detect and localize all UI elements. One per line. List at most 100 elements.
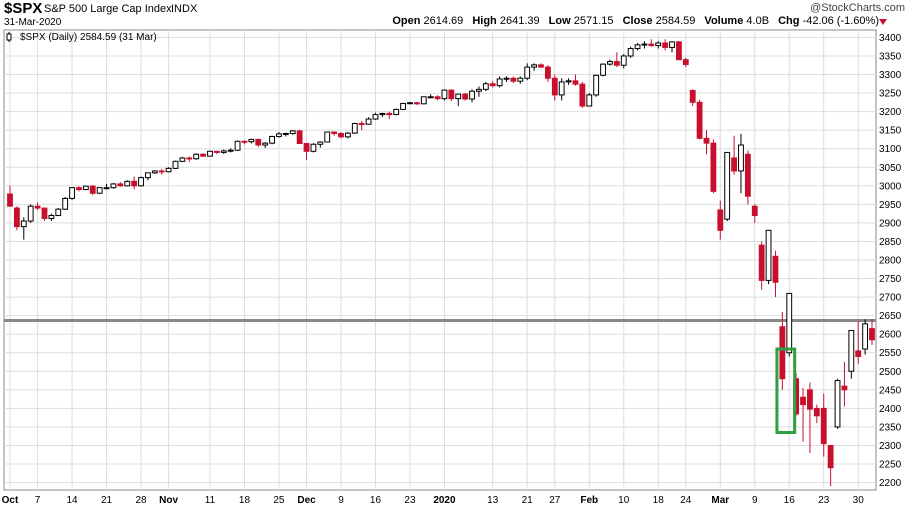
candle-down [462, 93, 469, 100]
x-tick-label: 16 [370, 495, 382, 506]
x-tick-label: 23 [404, 495, 416, 506]
candle-down [855, 350, 862, 357]
watermark: @StockCharts.com [810, 2, 905, 14]
y-tick-label: 2900 [879, 218, 902, 229]
exchange-label: INDX [171, 3, 198, 15]
y-tick-label: 3300 [879, 70, 902, 81]
candle-up [344, 132, 351, 138]
candle-up [151, 170, 158, 174]
candle-down [751, 205, 758, 216]
candle-down [682, 59, 689, 65]
candle-up [482, 83, 489, 90]
chg-label: Chg [778, 15, 800, 27]
candle-up [165, 167, 172, 173]
candle-up [738, 144, 744, 172]
highlight-box [775, 347, 797, 434]
x-tick-label: Oct [2, 495, 19, 506]
candle-up [593, 74, 600, 96]
x-tick-label: 7 [35, 495, 41, 506]
candle-up [655, 42, 662, 47]
candle-down [158, 170, 165, 173]
candle-down [800, 396, 806, 406]
candle-down [76, 187, 82, 191]
candle-down [731, 157, 737, 172]
candle-up [110, 183, 117, 189]
x-tick-label: 9 [752, 495, 758, 506]
y-tick-label: 2700 [879, 293, 902, 304]
low-value: 2571.15 [573, 15, 614, 27]
x-tick-label: 23 [818, 495, 830, 506]
x-tick-label: 14 [67, 495, 79, 506]
low-label: Low [548, 15, 571, 27]
y-tick-label: 3250 [879, 89, 902, 100]
candle-up [765, 229, 772, 281]
y-tick-label: 2800 [879, 256, 902, 267]
candle-down [131, 180, 138, 187]
candle-up [103, 187, 110, 190]
chg-value: -42.06 (-1.60%) [802, 15, 879, 27]
candle-down [448, 89, 455, 100]
candle-down [779, 326, 786, 380]
candle-up [517, 77, 524, 82]
candle-down [820, 407, 827, 445]
candle-up [427, 96, 434, 99]
y-tick-label: 3200 [879, 107, 902, 118]
candle-up [317, 141, 324, 145]
down-arrow-icon [879, 19, 887, 25]
volume-value: 4.0B [746, 15, 770, 27]
candle-up [531, 64, 538, 68]
candle-down [717, 209, 724, 231]
candle-up [145, 172, 151, 179]
y-tick-label: 2250 [879, 460, 902, 471]
candle-up [62, 197, 69, 210]
candle-down [331, 131, 338, 134]
open-value: 2614.69 [423, 15, 464, 27]
x-tick-label: Nov [159, 495, 178, 506]
y-tick-label: 3150 [879, 126, 902, 137]
candle-down [772, 255, 779, 283]
y-tick-label: 3350 [879, 51, 902, 62]
candle-up [496, 78, 503, 87]
candle-up [834, 380, 841, 428]
x-tick-label: 21 [101, 495, 113, 506]
x-tick-label: 28 [135, 495, 147, 506]
legend-label: $SPX (Daily) 2584.59 (31 Mar) [20, 32, 157, 43]
candle-down [758, 244, 765, 281]
candle-down [7, 193, 13, 207]
candle-up [82, 185, 89, 191]
candle-up [282, 133, 289, 135]
candle-up [262, 142, 269, 146]
candle-up [627, 48, 634, 57]
candle-up [48, 214, 55, 219]
candle-up [620, 55, 627, 66]
candle-up [27, 205, 34, 222]
y-tick-label: 3000 [879, 181, 902, 192]
candle-up [289, 130, 296, 135]
ticker-symbol: $SPX [4, 0, 43, 17]
candle-down [675, 41, 682, 61]
candle-up [372, 114, 379, 120]
candle-down [34, 205, 41, 209]
candle-up [524, 66, 531, 79]
y-tick-label: 2350 [879, 422, 902, 433]
candle-down [710, 142, 717, 192]
y-tick-label: 2200 [879, 478, 902, 489]
candle-down [551, 77, 558, 96]
candle-down [813, 407, 820, 417]
candle-down [696, 101, 703, 139]
candle-down [662, 42, 669, 48]
candle-up [634, 44, 641, 50]
candle-up [234, 140, 241, 151]
candle-down [538, 64, 544, 68]
candle-up [227, 149, 234, 152]
candle-up [407, 102, 413, 105]
candle-up [193, 153, 200, 160]
close-label: Close [622, 15, 653, 27]
candle-up [276, 133, 282, 137]
candle-up [558, 81, 565, 96]
candle-up [55, 208, 62, 216]
candle-down [434, 96, 441, 100]
x-tick-label: 21 [522, 495, 534, 506]
x-tick-label: 24 [680, 495, 692, 506]
candle-down [544, 66, 551, 79]
